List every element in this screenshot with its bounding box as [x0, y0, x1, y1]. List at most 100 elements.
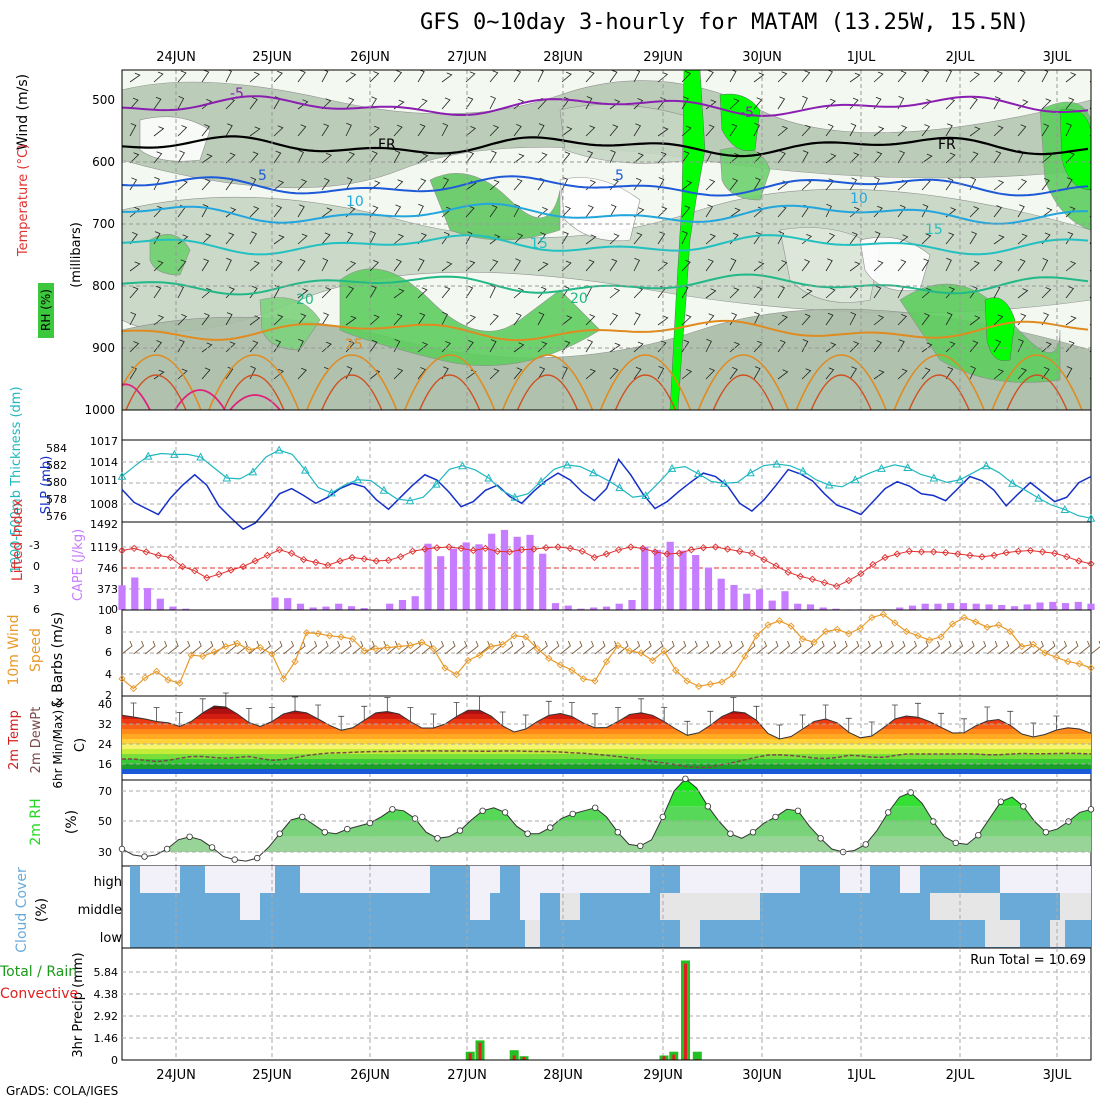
temperature-contour: [122, 135, 1089, 158]
slp-tick-label: 1011: [90, 474, 118, 487]
cape-bar: [730, 585, 738, 610]
wind-barb-10m: [929, 640, 941, 655]
cape-bar: [781, 591, 789, 610]
wind-barb: [897, 339, 905, 353]
li-point: [130, 544, 138, 553]
wind-barb: [1017, 258, 1026, 272]
wind-barb: [921, 313, 930, 326]
rh-region: [559, 177, 641, 242]
wind-barb: [489, 125, 500, 137]
li-point: [1026, 546, 1035, 555]
wind-barb: [489, 234, 501, 245]
wind-speed-point: [833, 625, 841, 633]
wind-barb-10m: [1079, 640, 1091, 655]
wind-speed-point: [1052, 653, 1061, 661]
thickness-point: [170, 449, 179, 458]
bottom-date-label: 26JUN: [350, 1068, 390, 1083]
thickness-point: [379, 485, 389, 494]
li-point: [384, 556, 393, 564]
rh-point: [254, 854, 261, 862]
wind-barb: [945, 341, 956, 353]
li-point: [239, 562, 247, 571]
wind-barb: [849, 341, 860, 353]
rh-point: [208, 844, 216, 851]
wind-barb: [657, 151, 667, 164]
li-point: [251, 557, 259, 565]
temp-band: [122, 724, 1091, 729]
cloud-cover-panel: high middle low: [78, 865, 1092, 949]
wind-barb: [201, 233, 212, 245]
wind-barb: [561, 340, 571, 353]
wind-barb: [897, 314, 908, 326]
temp-minmax-bar: [615, 707, 622, 722]
wind-barb: [657, 366, 665, 380]
wind-barb: [633, 177, 642, 191]
wind-barb: [369, 260, 380, 272]
temperature-contour-diurnal: [306, 354, 398, 410]
rh-point: [862, 841, 869, 848]
wind-barb: [129, 206, 140, 218]
wind-barb: [969, 126, 981, 137]
cape-tick-label: 0: [111, 603, 118, 616]
cape-bar: [908, 605, 917, 610]
wind-barb: [993, 205, 1003, 218]
wind-barb: [657, 206, 668, 218]
thickness-point: [274, 445, 284, 454]
wind-barb: [585, 205, 594, 218]
wind-barb: [465, 151, 475, 164]
cloud-cover-cell: [520, 866, 650, 893]
wind-barb: [969, 260, 980, 272]
wind-barb: [777, 71, 788, 83]
cape-bar: [1061, 603, 1070, 610]
li-point: [518, 546, 526, 554]
pressure-tick-label: 800: [92, 279, 115, 293]
temperature-contour-diurnal: [419, 374, 481, 410]
wind-barb: [153, 176, 160, 191]
bottom-date-label: 3JUL: [1043, 1068, 1073, 1083]
upper-pressure-ticks: 500 600 700 800 900 1000: [84, 93, 115, 417]
temperature-contour-diurnal: [321, 374, 383, 410]
wind-barb: [369, 96, 377, 110]
wind-barb: [705, 70, 714, 83]
temp-band: [122, 764, 1091, 769]
wind-barb: [393, 179, 404, 191]
temperature-contour-diurnal: [208, 354, 300, 410]
temp-minmax-bar: [753, 705, 760, 721]
li-point: [360, 555, 368, 563]
wind-barb: [201, 153, 213, 164]
rh-point: [975, 832, 982, 839]
wind-barb: [489, 313, 499, 326]
cloud-cover-cell: [930, 893, 1000, 920]
temp-minmax-bar: [591, 713, 598, 728]
wind-barb: [993, 339, 1002, 353]
wind-barb: [129, 152, 140, 164]
wind-barb-10m: [802, 640, 814, 655]
cape-bar: [947, 603, 955, 610]
wind-barb: [417, 312, 426, 326]
contour-label: 5: [615, 168, 624, 184]
thickness-point: [196, 452, 205, 461]
wind-barb: [1065, 315, 1077, 326]
wind-barb: [465, 285, 474, 299]
wind-speed-point: [302, 628, 311, 637]
wind-barb: [201, 99, 213, 110]
thickness-point: [641, 490, 651, 499]
temperature-contour-diurnal: [599, 354, 692, 410]
temp-minmax-bar: [384, 697, 391, 712]
wind-barb: [681, 314, 692, 326]
temperature-contour-diurnal: [712, 374, 774, 410]
wind-speed-point: [337, 633, 345, 641]
temperature-contour-diurnal: [403, 354, 496, 410]
bottom-date-label: 29JUN: [643, 1068, 683, 1083]
cape-bar: [921, 603, 929, 610]
wind10m-axis-label: 10m Wind: [6, 614, 22, 685]
wind-speed-point: [902, 627, 911, 636]
footer-credit: GrADS: COLA/IGES: [6, 1084, 119, 1098]
cape-bar: [819, 607, 827, 610]
wind-barb: [489, 95, 496, 110]
wind-barb: [633, 98, 644, 110]
wind-barb: [753, 231, 762, 245]
wind-barb: [177, 368, 188, 380]
wind-barb: [873, 126, 885, 137]
